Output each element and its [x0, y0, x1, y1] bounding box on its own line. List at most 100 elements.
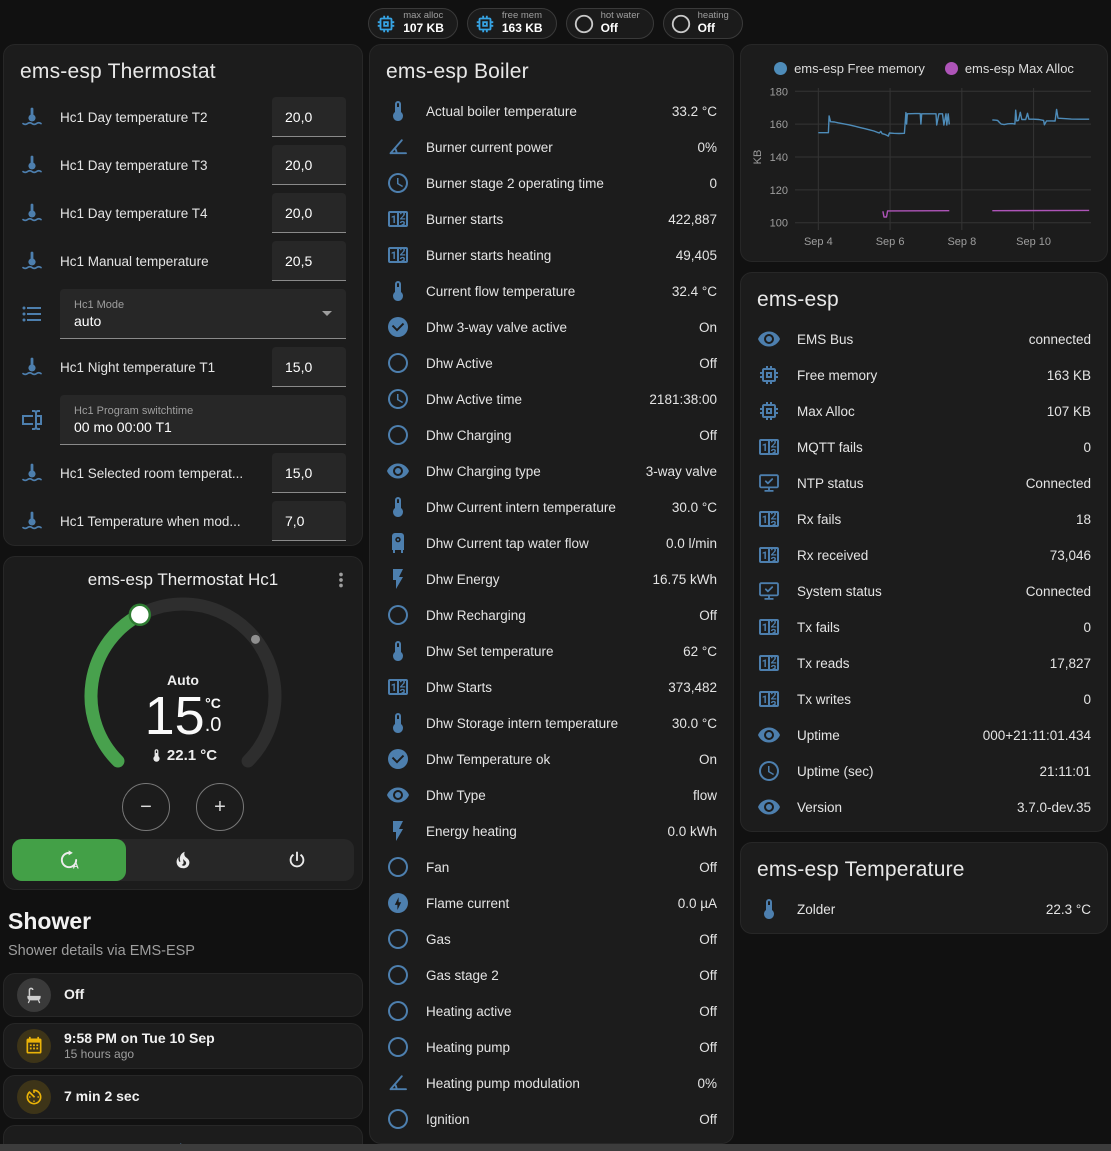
entity-row[interactable]: Dhw Active time 2181:38:00 — [370, 381, 733, 417]
entity-value: 30.0 °C — [671, 715, 717, 731]
entity-value: 000+21:11:01.434 — [982, 727, 1091, 743]
shower-card[interactable]: 7 min 2 sec — [3, 1075, 363, 1119]
entity-row[interactable]: Current flow temperature 32.4 °C — [370, 273, 733, 309]
entity-value: Off — [699, 607, 717, 623]
legend-item[interactable]: ems-esp Max Alloc — [944, 61, 1074, 76]
entity-row[interactable]: Energy heating 0.0 kWh — [370, 813, 733, 849]
entity-row[interactable]: Gas stage 2 Off — [370, 957, 733, 993]
entity-row[interactable]: Uptime 000+21:11:01.434 — [741, 717, 1107, 753]
entity-label: Dhw Charging — [426, 427, 512, 443]
circle-outline-icon — [386, 423, 410, 447]
shower-card[interactable]: 9:58 PM on Tue 10 Sep 15 hours ago — [3, 1023, 363, 1069]
entity-row[interactable]: Heating active Off — [370, 993, 733, 1029]
entity-row[interactable]: System status Connected — [741, 573, 1107, 609]
entity-label: Heating active — [426, 1003, 512, 1019]
entity-row[interactable]: Dhw Recharging Off — [370, 597, 733, 633]
entity-row[interactable]: Actual boiler temperature 33.2 °C — [370, 93, 733, 129]
entity-row[interactable]: Dhw Type flow — [370, 777, 733, 813]
circle-outline-icon — [386, 351, 410, 375]
number-input[interactable]: 15,0 — [272, 347, 346, 387]
entity-row[interactable]: Flame current 0.0 µA — [370, 885, 733, 921]
mode-select[interactable]: Hc1 Mode auto — [60, 289, 346, 339]
entity-row[interactable]: Dhw Storage intern temperature 30.0 °C — [370, 705, 733, 741]
entity-label: Tx fails — [797, 619, 840, 635]
entity-row[interactable]: Burner current power 0% — [370, 129, 733, 165]
badge-heating[interactable]: heating Off — [662, 8, 743, 39]
entity-row[interactable]: Dhw 3-way valve active On — [370, 309, 733, 345]
number-input[interactable]: 20,0 — [272, 145, 346, 185]
entity-value: 62 °C — [683, 643, 717, 659]
check-circle-icon — [386, 747, 410, 771]
entity-row[interactable]: EMS Bus connected — [741, 321, 1107, 357]
entity-label: Dhw Energy — [426, 571, 500, 587]
thermostat-hc1-title: ems-esp Thermostat Hc1 — [87, 570, 279, 589]
entity-row[interactable]: Burner stage 2 operating time 0 — [370, 165, 733, 201]
entity-row[interactable]: Tx fails 0 — [741, 609, 1107, 645]
entity-row[interactable]: Tx reads 17,827 — [741, 645, 1107, 681]
text-input[interactable]: Hc1 Program switchtime 00 mo 00:00 T1 — [60, 395, 346, 445]
entity-row[interactable]: Dhw Current tap water flow 0.0 l/min — [370, 525, 733, 561]
entity-value: 73,046 — [1049, 547, 1091, 563]
entity-value: 32.4 °C — [671, 283, 717, 299]
boiler-card: ems-esp Boiler Actual boiler temperature… — [369, 44, 734, 1144]
thermometer-water-icon — [20, 105, 44, 129]
entity-row[interactable]: Heating pump Off — [370, 1029, 733, 1065]
thermometer-water-icon — [20, 509, 44, 533]
entity-row[interactable]: Dhw Active Off — [370, 345, 733, 381]
increase-temperature-button[interactable]: + — [196, 783, 244, 831]
entity-row[interactable]: Burner starts 422,887 — [370, 201, 733, 237]
thermostat-dial-arc[interactable] — [71, 594, 295, 790]
entity-row[interactable]: Dhw Set temperature 62 °C — [370, 633, 733, 669]
overflow-menu-button[interactable] — [330, 569, 352, 591]
entity-row[interactable]: Rx received 73,046 — [741, 537, 1107, 573]
entity-row[interactable]: Burner starts heating 49,405 — [370, 237, 733, 273]
thermometer-icon — [757, 897, 781, 921]
badge-max-alloc[interactable]: max alloc 107 KB — [368, 8, 458, 39]
bottom-scroll-strip — [0, 1144, 1111, 1151]
badge-free-mem[interactable]: free mem 163 KB — [466, 8, 557, 39]
entity-row[interactable]: NTP status Connected — [741, 465, 1107, 501]
legend-item[interactable]: ems-esp Free memory — [774, 61, 925, 76]
entity-row[interactable]: Fan Off — [370, 849, 733, 885]
entity-row[interactable]: Version 3.7.0-dev.35 — [741, 789, 1107, 825]
shower-card[interactable]: Off — [3, 973, 363, 1017]
entity-row[interactable]: Dhw Energy 16.75 kWh — [370, 561, 733, 597]
entity-row[interactable]: Dhw Starts 373,482 — [370, 669, 733, 705]
number-input[interactable]: 20,5 — [272, 241, 346, 281]
number-input[interactable]: 20,0 — [272, 193, 346, 233]
entity-label: Dhw Recharging — [426, 607, 526, 623]
mode-heat-button[interactable] — [126, 839, 240, 881]
mode-off-button[interactable] — [240, 839, 354, 881]
entity-row[interactable]: Heating pump modulation 0% — [370, 1065, 733, 1101]
thermometer-water-icon — [20, 201, 44, 225]
entity-row[interactable]: Ignition Off — [370, 1101, 733, 1137]
entity-row[interactable]: Dhw Temperature ok On — [370, 741, 733, 777]
clock-icon — [757, 759, 781, 783]
number-input[interactable]: 7,0 — [272, 501, 346, 541]
entity-row[interactable]: MQTT fails 0 — [741, 429, 1107, 465]
entity-label: Dhw Set temperature — [426, 643, 554, 659]
entity-label: Dhw Current intern temperature — [426, 499, 616, 515]
format-list-icon — [20, 302, 44, 326]
entity-row[interactable]: Zolder 22.3 °C — [741, 891, 1107, 927]
number-input[interactable]: 15,0 — [272, 453, 346, 493]
decrease-temperature-button[interactable]: − — [122, 783, 170, 831]
entity-row[interactable]: Gas Off — [370, 921, 733, 957]
number-input[interactable]: 20,0 — [272, 97, 346, 137]
entity-row[interactable]: Free memory 163 KB — [741, 357, 1107, 393]
badge-value: 163 KB — [501, 21, 543, 36]
entity-row[interactable]: Max Alloc 107 KB — [741, 393, 1107, 429]
entity-value: 3-way valve — [645, 463, 717, 479]
entity-row[interactable]: Dhw Charging type 3-way valve — [370, 453, 733, 489]
entity-value: 18 — [1075, 511, 1091, 527]
shower-icon-circle — [17, 1029, 51, 1063]
mode-auto-button[interactable]: A — [12, 839, 126, 881]
svg-text:100: 100 — [770, 218, 788, 230]
entity-row[interactable]: Dhw Current intern temperature 30.0 °C — [370, 489, 733, 525]
entity-row[interactable]: Tx writes 0 — [741, 681, 1107, 717]
entity-row[interactable]: Rx fails 18 — [741, 501, 1107, 537]
entity-row[interactable]: Uptime (sec) 21:11:01 — [741, 753, 1107, 789]
badge-hot-water[interactable]: hot water Off — [565, 8, 654, 39]
entity-row[interactable]: Dhw Charging Off — [370, 417, 733, 453]
entity-value: 0.0 µA — [677, 895, 717, 911]
